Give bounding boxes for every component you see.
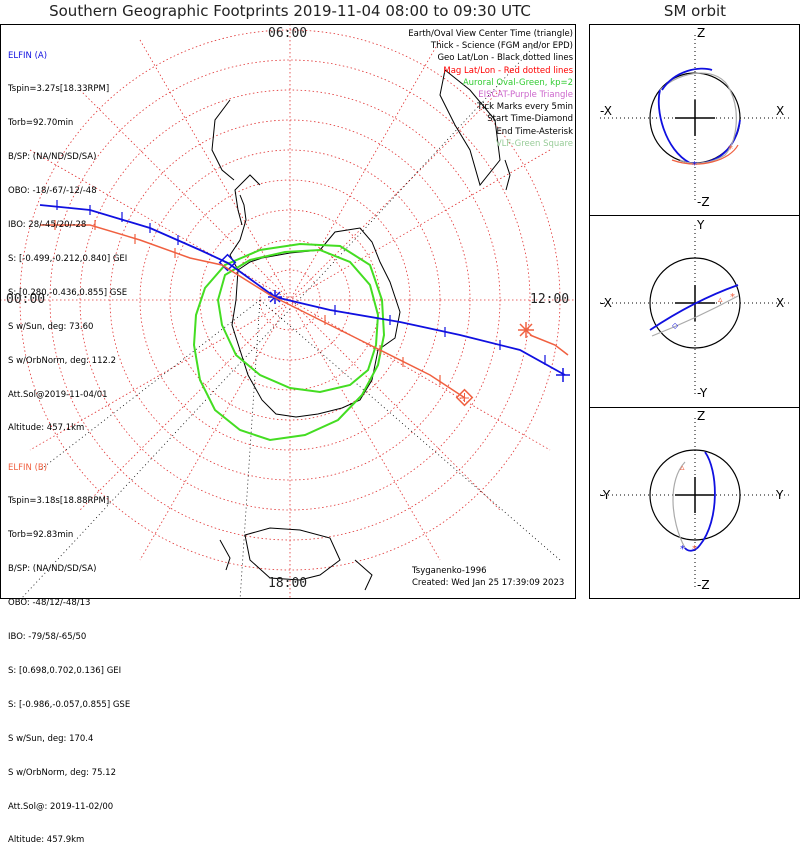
credit-created: Created: Wed Jan 25 17:39:09 2023 [412,578,565,588]
sm-panel-1: * * [600,35,790,200]
elfin-b-line: S w/OrbNorm, deg: 75.12 [8,767,117,778]
svg-text:◇: ◇ [672,321,679,330]
svg-text:*: * [692,160,697,171]
sm1-label-top: Z [697,26,706,40]
sm2-label-left: -X [600,296,612,310]
elfin-a-line: OBO: -18/-67/-12/-48 [8,186,97,197]
svg-text:*: * [680,544,685,555]
legend-item: End Time-Asterisk [496,126,573,137]
elfin-b-line: B/SP: (NA/ND/SD/SA) [8,564,97,575]
elfin-b-line: IBO: -79/58/-65/50 [8,632,87,643]
credit-model: Tsyganenko-1996 [412,566,487,576]
svg-text:*: * [730,292,735,303]
map-frame [0,24,576,599]
sm-panel-3: * ▵ * [600,418,790,588]
sm3-label-right: Y [776,488,784,502]
legend-item: Geo Lat/Lon - Black dotted lines [437,53,573,64]
sm2-label-right: X [776,296,785,310]
elfin-b-line: Torb=92.83min [8,530,74,541]
sm1-label-right: X [776,104,785,118]
plot-title: Southern Geographic Footprints 2019-11-0… [49,2,531,20]
svg-text:*: * [728,144,733,155]
elfin-a-line: Att.Sol@2019-11-04/01 [8,389,108,400]
elfin-a-line: S w/Sun, deg: 73.60 [8,321,94,332]
sm3-label-left: -Y [600,488,611,502]
clock-label-right: 12:00 [530,292,570,307]
elfin-b-line: S: [-0.986,-0.057,0.855] GSE [8,699,131,710]
clock-label-bottom: 18:00 [268,576,308,591]
legend: Earth/Oval View Center Time (triangle) T… [408,28,573,150]
sm2-label-bottom: -Y [697,386,708,400]
elfin-b-line: Altitude: 457.9km [8,835,85,846]
svg-text:*: * [692,544,697,555]
clock-label-left: 00:00 [6,292,46,307]
elfin-a-line: Tspin=3.27s[18.33RPM] [8,84,110,95]
elfin-b-name: ELFIN (B) [8,462,48,473]
elfin-a-info: ELFIN (A) Tspin=3.27s[18.33RPM] Torb=92.… [8,28,127,446]
legend-item: Thick - Science (FGM and/or EPD) [430,41,573,52]
elfin-a-name: ELFIN (A) [8,50,48,61]
elfin-b-line: S w/Sun, deg: 170.4 [8,733,94,744]
sm-orbit-title: SM orbit [663,2,727,20]
elfin-b-info: ELFIN (B) Tspin=3.18s[18.88RPM] Torb=92.… [8,440,130,858]
elfin-a-line: S w/OrbNorm, deg: 112.2 [8,355,117,366]
legend-item: Tick Marks every 5min [477,102,573,113]
sm2-label-top: Y [697,218,705,232]
sm-panel-2: * ▵ ◇ [600,225,790,395]
legend-item: Auroral Oval-Green, kp=2 [462,77,573,88]
elfin-a-line: Altitude: 457.1km [8,423,85,434]
elfin-b-line: S: [0.698,0.702,0.136] GEI [8,665,122,676]
clock-label-top: 06:00 [268,26,308,41]
elfin-a-line: S: [0.280,-0.436,0.855] GSE [8,287,128,298]
svg-text:▵: ▵ [680,463,685,473]
elfin-a-line: S: [-0.499,-0.212,0.840] GEI [8,253,128,264]
elfin-a-line: B/SP: (NA/ND/SD/SA) [8,152,97,163]
legend-item: Start Time-Diamond [487,114,573,125]
legend-item: EISCAT-Purple Triangle [478,90,573,101]
elfin-a-line: Torb=92.70min [8,118,74,129]
svg-text:▵: ▵ [718,295,723,305]
elfin-a-line: IBO: 28/-45/20/-28 [8,220,87,231]
legend-item: VLF-Green Square [495,138,573,149]
sm3-label-top: Z [697,409,706,423]
geo-grid [21,39,561,598]
sm1-label-left: -X [600,104,612,118]
auroral-oval [192,242,386,442]
elfin-b-line: Tspin=3.18s[18.88RPM] [8,496,110,507]
legend-item: Mag Lat/Lon - Red dotted lines [443,65,573,76]
elfin-b-trace [40,220,569,407]
sm1-label-bottom: -Z [697,195,710,209]
elfin-b-line: Att.Sol@: 2019-11-02/00 [8,801,114,812]
legend-item: Earth/Oval View Center Time (triangle) [408,29,573,39]
sm3-label-bottom: -Z [697,578,710,592]
